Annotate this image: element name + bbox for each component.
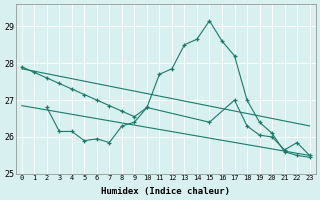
X-axis label: Humidex (Indice chaleur): Humidex (Indice chaleur) <box>101 187 230 196</box>
